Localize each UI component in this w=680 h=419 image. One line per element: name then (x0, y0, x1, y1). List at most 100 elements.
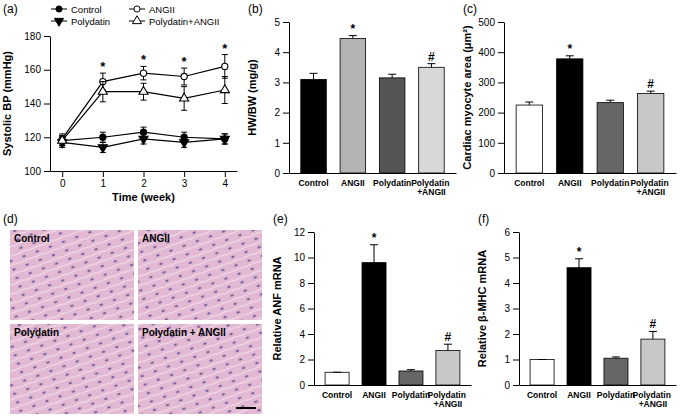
tick-label: ANGII (341, 178, 365, 188)
tick-mark (498, 143, 504, 144)
annotation: * (182, 54, 188, 69)
tick-label: Polydatin +ANGII (630, 178, 671, 197)
tick-label: 0 (504, 380, 510, 391)
tick: 160 (24, 64, 50, 75)
tick: Polydatin (591, 173, 629, 188)
tick: 4 (274, 47, 289, 58)
tick: 100 (478, 138, 504, 149)
tick: 0 (504, 380, 519, 391)
tick-mark (283, 22, 289, 23)
axis-line (505, 173, 677, 174)
error-cap (333, 372, 341, 373)
bar (516, 105, 542, 173)
error-cap (181, 137, 187, 138)
tick-mark (513, 232, 519, 233)
tick-label: 2 (274, 107, 280, 118)
tick-mark (62, 171, 63, 177)
panel: (f)0123456ControlANGIIPolydatinPolydatin… (476, 212, 677, 409)
legend-label: Polydatin+ANGII (149, 16, 220, 27)
tick-label: Control (298, 178, 328, 188)
bar (379, 78, 405, 173)
bar (530, 360, 554, 386)
legend-symbol (134, 6, 140, 12)
plot-area (516, 56, 664, 173)
tick-label: 4 (274, 47, 280, 58)
bar (362, 263, 386, 385)
tick-label: 2 (504, 329, 510, 340)
error-cap (222, 133, 228, 134)
tick-label: 0 (274, 168, 280, 179)
error-bar (310, 73, 318, 79)
scale-bar (236, 407, 256, 409)
tick: 0 (60, 171, 66, 189)
tick-label: Control (322, 390, 352, 400)
tick-label: Polydatin (591, 178, 629, 188)
bar (419, 67, 445, 173)
tick-label: ANGII (558, 178, 582, 188)
error-bar (407, 370, 415, 371)
annotation: * (141, 52, 147, 67)
marker (180, 93, 189, 101)
error-stem (313, 73, 314, 79)
y-axis: 012345 (274, 17, 289, 179)
panel-title: (d) (3, 212, 18, 226)
error-bar (141, 66, 147, 80)
tick: 6 (504, 227, 519, 238)
tick: 5 (504, 252, 519, 263)
series-line (62, 66, 225, 139)
tick-label: Polydatin +ANGII (411, 178, 452, 197)
tick: 2 (504, 329, 519, 340)
tick-label: 5 (504, 252, 510, 263)
marker (140, 129, 146, 135)
tick-mark (308, 232, 314, 233)
tick-label: 3 (504, 303, 510, 314)
marker (100, 134, 106, 140)
legend-symbol (54, 18, 63, 26)
bar (340, 39, 366, 173)
annotation: * (577, 245, 582, 259)
tick-label: 3 (182, 178, 188, 189)
micrograph-label: ANGII (142, 233, 170, 244)
tick: 100 (24, 166, 50, 177)
tick-label: 100 (24, 166, 41, 177)
y-axis-title: Cardiac myocyte area (μm²) (461, 25, 473, 170)
panel-title: (a) (3, 2, 18, 16)
annotation: # (650, 317, 657, 331)
error-cap (100, 142, 106, 143)
error-cap (222, 103, 228, 104)
legend-label: Control (71, 4, 102, 15)
tick-mark (513, 334, 519, 335)
error-cap (141, 127, 147, 128)
tick-label: 8 (299, 278, 305, 289)
x-axis: ControlANGIIPolydatinPolydatin +ANGII (520, 385, 677, 409)
y-axis-title: Relative β-MHC mRNA (476, 250, 488, 367)
tick: 3 (504, 303, 519, 314)
marker (140, 70, 146, 76)
tick: Polydatin +ANGII (630, 173, 671, 197)
tick-label: 400 (478, 47, 495, 58)
tick: 0 (489, 168, 504, 179)
bar (301, 79, 327, 173)
error-bar (427, 64, 435, 68)
tick-label: 12 (294, 227, 306, 238)
tick: 2 (274, 107, 289, 118)
tick-label: Polydatin +ANGII (633, 390, 674, 409)
axis-line (314, 233, 315, 386)
tick: 1 (274, 138, 289, 149)
error-cap (388, 74, 396, 75)
bar (557, 59, 583, 173)
x-axis-title: Time (week) (112, 191, 175, 203)
micrograph-label: Polydatin + ANGII (142, 327, 226, 338)
tick-mark (498, 173, 504, 174)
micrograph (10, 230, 134, 320)
tick-label: 6 (299, 303, 305, 314)
error-cap (100, 81, 106, 82)
y-axis-title: Systolic BP (mmHg) (1, 51, 13, 156)
micrograph-label: Polydatin (14, 327, 59, 338)
marker (58, 135, 67, 143)
bar (325, 372, 349, 385)
tick: ANGII (341, 173, 365, 188)
tick-mark (498, 113, 504, 114)
tick: Control (322, 385, 352, 400)
error-cap (141, 79, 147, 80)
